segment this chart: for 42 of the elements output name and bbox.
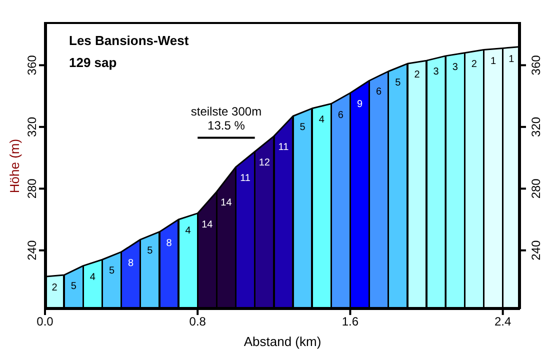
annotation: 1: [508, 54, 515, 66]
annotation: 5: [70, 281, 77, 292]
annotation: 6: [376, 86, 382, 98]
annotation: 8: [166, 238, 172, 249]
y-tick-label: 240: [25, 240, 39, 260]
annotation: 9: [356, 98, 363, 110]
annotation: 1: [490, 56, 497, 67]
annotation: 11: [240, 173, 251, 184]
annotation: 8: [128, 258, 134, 269]
y2-tick-label: 280: [529, 178, 543, 199]
text: 129 sap: [69, 54, 118, 72]
annotation: 2: [471, 58, 478, 70]
annotation: 5: [395, 77, 402, 88]
annotation: 3: [452, 62, 458, 73]
annotation: 4: [185, 226, 192, 237]
x-axis-title: Abstand (km): [242, 334, 322, 349]
annotation: 4: [90, 272, 96, 283]
annotation: 2: [52, 282, 58, 294]
y-tick-label: 280: [25, 178, 39, 199]
annotation: 6: [338, 110, 344, 121]
annotation: 12: [258, 158, 270, 169]
x-tick-label: 0.0: [36, 314, 54, 329]
y-tick-label: 360: [25, 54, 39, 76]
annotation: 5: [108, 266, 115, 277]
annotation: 3: [433, 66, 440, 78]
annotation: 14: [202, 219, 214, 230]
x-tick-label: 1.6: [342, 314, 359, 329]
annotation: 4: [318, 114, 325, 126]
y2-tick-label: 360: [529, 54, 543, 76]
y2-tick-label: 240: [529, 240, 543, 260]
text: Les Bansions-West: [69, 32, 189, 50]
annotation: 11: [278, 142, 290, 154]
y-tick-label: 320: [25, 116, 39, 137]
annotation: 2: [414, 70, 420, 81]
annotation: 14: [220, 198, 232, 209]
y-axis-title: Höhe (m): [7, 137, 23, 195]
y2-tick-label: 320: [529, 116, 543, 137]
annotation: 5: [300, 122, 306, 134]
annotation: 5: [147, 246, 154, 257]
x-tick-label: 2.4: [494, 314, 512, 329]
x-tick-label: 0.8: [189, 314, 206, 329]
annotation: steilste 300m 13.5 %: [190, 104, 262, 133]
